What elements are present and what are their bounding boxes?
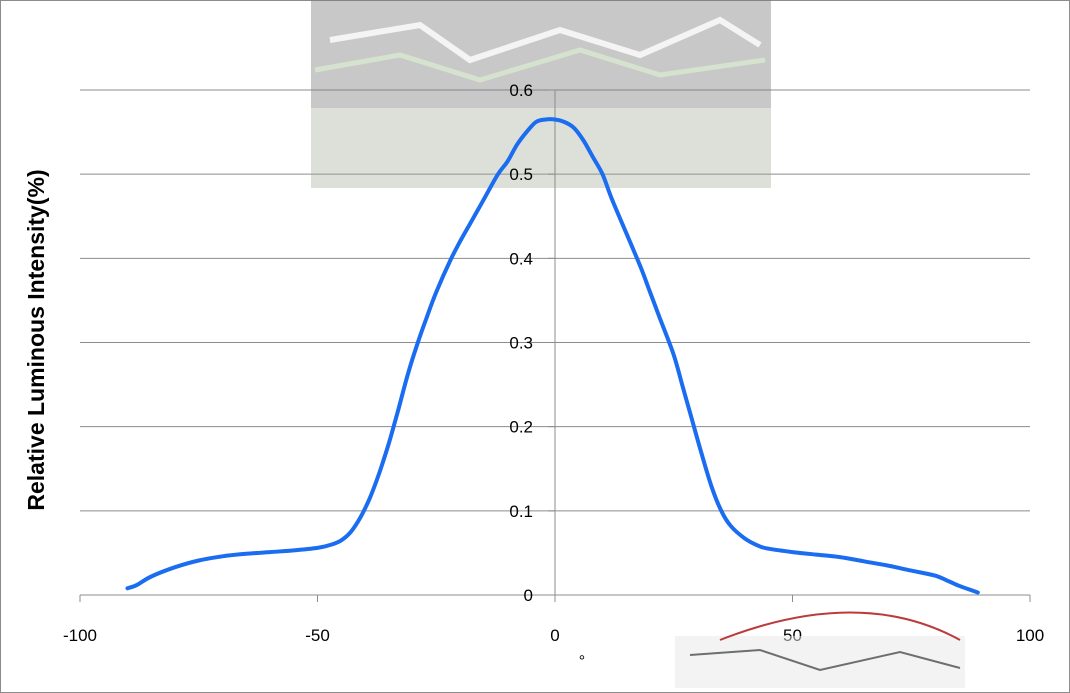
y-tick-label: 0.1 [509, 502, 533, 521]
y-tick-label: 0.6 [509, 81, 533, 100]
y-tick-labels: 0 0.1 0.2 0.3 0.4 0.5 0.6 [509, 81, 533, 605]
x-tick-label: 0 [550, 626, 559, 645]
y-tick-label: 0.4 [509, 249, 533, 268]
logo-watermark [311, 0, 771, 188]
x-axis-label: ° [579, 653, 585, 670]
x-tick-label: -100 [63, 626, 97, 645]
axes [79, 89, 1031, 602]
y-tick-label: 0.3 [509, 334, 533, 353]
y-tick-label: 0.5 [509, 165, 533, 184]
y-tick-label: 0.2 [509, 418, 533, 437]
seal-watermark [675, 611, 965, 688]
x-tick-labels: -100 -50 0 50 100 [63, 626, 1044, 645]
x-tick-label: 100 [1016, 626, 1044, 645]
x-tick-label: -50 [305, 626, 330, 645]
y-axis-label: Relative Luminous Intensity(%) [23, 169, 49, 510]
y-tick-label: 0 [524, 586, 533, 605]
series-line [125, 117, 980, 595]
